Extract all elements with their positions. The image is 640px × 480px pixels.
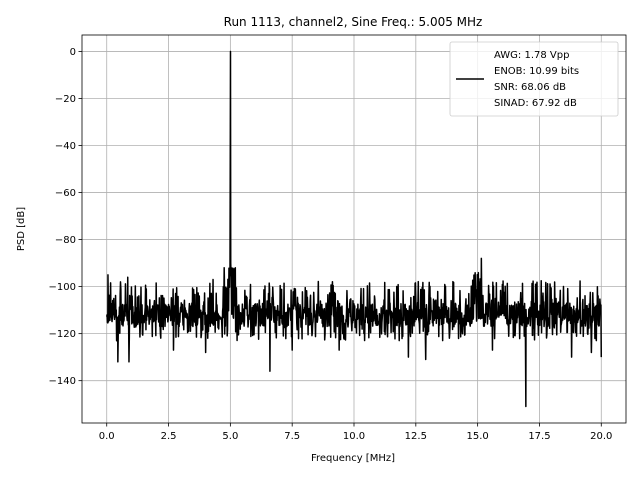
y-axis-ticks: 0 −20 −40 −60 −80 −100 −120 −140 (49, 47, 82, 387)
x-tick-label: 7.5 (284, 431, 300, 442)
x-tick-label: 0.0 (99, 431, 115, 442)
x-axis-title: Frequency [MHz] (311, 453, 395, 464)
x-tick-label: 5.0 (222, 431, 238, 442)
y-tick-label: −60 (55, 188, 76, 199)
psd-series-line (105, 50, 603, 408)
x-tick-label: 2.5 (161, 431, 177, 442)
y-tick-label: −20 (55, 94, 76, 105)
chart-title: Run 1113, channel2, Sine Freq.: 5.005 MH… (224, 15, 483, 29)
legend-entry-line-2: ENOB: 10.99 bits (494, 66, 579, 77)
x-tick-label: 20.0 (590, 431, 612, 442)
y-tick-label: −100 (49, 282, 76, 293)
y-tick-label: −120 (49, 329, 76, 340)
y-axis-title: PSD [dB] (16, 207, 27, 251)
x-tick-label: 17.5 (528, 431, 550, 442)
legend-entry-line-4: SINAD: 67.92 dB (494, 98, 577, 109)
x-tick-label: 10.0 (343, 431, 365, 442)
legend-entry-line-3: SNR: 68.06 dB (494, 82, 566, 93)
legend-box (449, 41, 619, 117)
y-tick-label: 0 (70, 47, 76, 58)
x-tick-label: 15.0 (467, 431, 489, 442)
y-tick-label: −40 (55, 141, 76, 152)
x-tick-label: 12.5 (405, 431, 427, 442)
legend-entry-line-1: AWG: 1.78 Vpp (494, 50, 569, 61)
legend: AWG: 1.78 Vpp ENOB: 10.99 bits SNR: 68.0… (449, 41, 619, 117)
y-tick-label: −80 (55, 235, 76, 246)
x-axis-ticks: 0.0 2.5 5.0 7.5 10.0 12.5 15.0 17.5 20.0 (99, 423, 612, 442)
y-tick-label: −140 (49, 376, 76, 387)
plot-area (105, 50, 603, 408)
